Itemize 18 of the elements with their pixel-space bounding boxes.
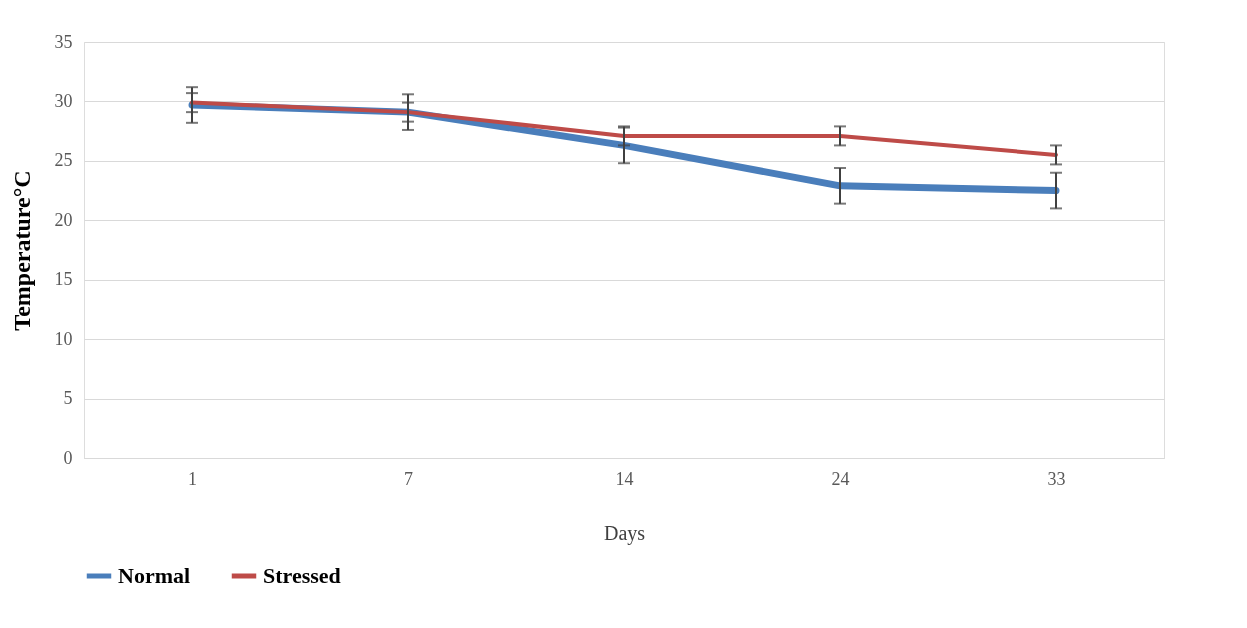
y-axis-title: Temperature°C: [8, 170, 35, 331]
y-tick-label: 20: [54, 209, 73, 230]
y-tick-label: 35: [54, 31, 73, 52]
y-tick-label: 10: [54, 328, 73, 349]
y-tick-label: 0: [63, 447, 73, 468]
x-tick-label: 24: [831, 468, 850, 489]
x-tick-label: 14: [615, 468, 634, 489]
x-tick-label: 33: [1047, 468, 1066, 489]
x-tick-label: 1: [188, 468, 197, 489]
x-tick-label: 7: [404, 468, 413, 489]
y-tick-label: 5: [63, 388, 73, 409]
x-axis-title: Days: [603, 521, 646, 545]
line-series: [190, 100, 1058, 157]
y-tick-label: 15: [54, 269, 73, 290]
y-tick-label: 30: [54, 90, 73, 111]
legend-label: Stressed: [263, 563, 341, 588]
y-tick-label: 25: [54, 150, 73, 171]
legend-label: Normal: [118, 563, 191, 588]
